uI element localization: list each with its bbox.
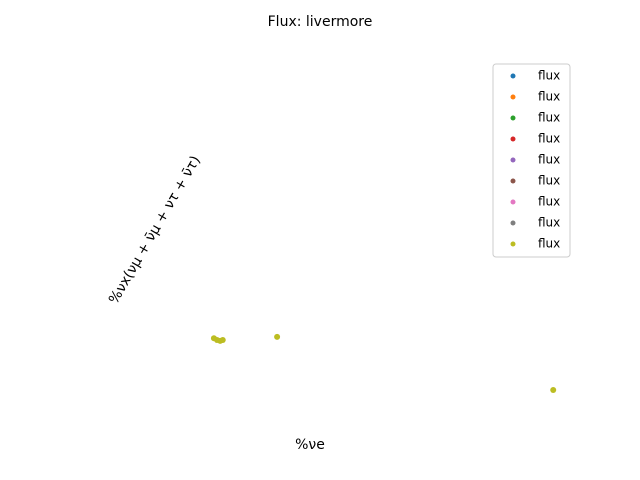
legend-marker — [510, 241, 516, 247]
legend-marker — [510, 220, 516, 226]
legend-label: flux — [538, 69, 560, 83]
chart-title: Flux: livermore — [268, 14, 373, 30]
legend-label: flux — [538, 111, 560, 125]
legend-label: flux — [538, 174, 560, 188]
bottom-axis-label: %νe — [295, 437, 325, 453]
legend-marker — [510, 199, 516, 205]
legend-label: flux — [538, 90, 560, 104]
legend-marker — [510, 178, 516, 184]
legend-label: flux — [538, 153, 560, 167]
data-point — [550, 386, 557, 393]
legend-label: flux — [538, 195, 560, 209]
legend-label: flux — [538, 237, 560, 251]
legend-label: flux — [538, 132, 560, 146]
legend-marker — [510, 115, 516, 121]
legend — [492, 63, 571, 258]
legend-marker — [510, 73, 516, 79]
data-point — [219, 337, 226, 343]
legend-marker — [510, 157, 516, 163]
legend-marker — [510, 136, 516, 142]
data-point — [274, 333, 281, 340]
left-axis-label: %νx(νμ + ν̄μ + ντ + ν̄τ) — [106, 153, 204, 307]
legend-marker — [510, 94, 516, 100]
legend-label: flux — [538, 216, 560, 230]
